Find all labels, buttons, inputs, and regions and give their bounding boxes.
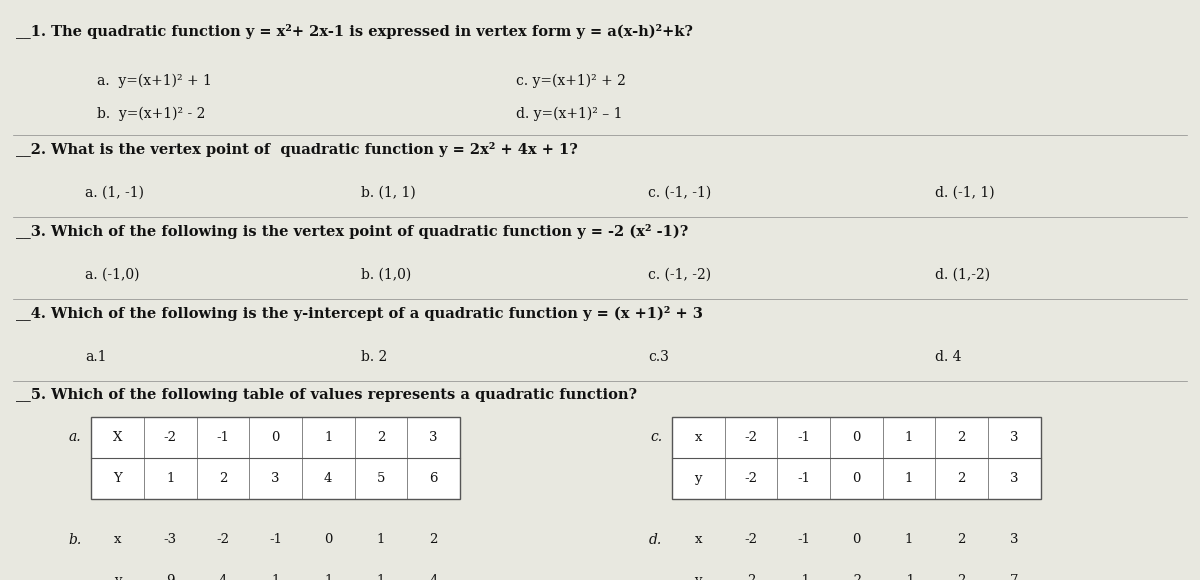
- Text: 4: 4: [218, 574, 227, 580]
- Text: -1: -1: [269, 533, 282, 546]
- Text: __4. Which of the following is the y-intercept of a quadratic function y = (x +1: __4. Which of the following is the y-int…: [16, 306, 703, 321]
- Text: 3: 3: [1010, 533, 1019, 546]
- Text: -1: -1: [216, 431, 229, 444]
- Text: 0: 0: [271, 431, 280, 444]
- Text: y: y: [695, 574, 702, 580]
- Text: 1: 1: [166, 472, 174, 485]
- Text: b.  y=(x+1)² - 2: b. y=(x+1)² - 2: [97, 107, 205, 121]
- Text: 3: 3: [430, 431, 438, 444]
- Text: d. (-1, 1): d. (-1, 1): [935, 186, 995, 200]
- Text: x: x: [695, 533, 702, 546]
- Text: 1: 1: [377, 574, 385, 580]
- Bar: [91, 416, 460, 499]
- Text: -2: -2: [850, 574, 863, 580]
- Text: 3: 3: [271, 472, 280, 485]
- Text: 5: 5: [377, 472, 385, 485]
- Text: c.3: c.3: [648, 350, 668, 364]
- Text: 4: 4: [324, 472, 332, 485]
- Bar: [91, 519, 460, 580]
- Text: b. (1,0): b. (1,0): [360, 268, 410, 282]
- Text: d.: d.: [649, 532, 662, 547]
- Text: b.: b.: [68, 532, 82, 547]
- Text: 2: 2: [430, 533, 438, 546]
- Text: a. (-1,0): a. (-1,0): [85, 268, 139, 282]
- Text: 1: 1: [905, 472, 913, 485]
- Text: Y: Y: [113, 472, 122, 485]
- Text: 1: 1: [324, 431, 332, 444]
- Text: x: x: [695, 431, 702, 444]
- Text: 2: 2: [746, 574, 755, 580]
- Text: 3: 3: [1010, 472, 1019, 485]
- Text: 2: 2: [377, 431, 385, 444]
- Text: -2: -2: [744, 431, 757, 444]
- Text: 1: 1: [324, 574, 332, 580]
- Text: 2: 2: [958, 533, 966, 546]
- Text: -1: -1: [797, 472, 810, 485]
- Text: 3: 3: [1010, 431, 1019, 444]
- Text: d. 4: d. 4: [935, 350, 961, 364]
- Text: d. y=(x+1)² – 1: d. y=(x+1)² – 1: [516, 107, 623, 121]
- Text: 1: 1: [271, 574, 280, 580]
- Text: X: X: [113, 431, 122, 444]
- Text: -1: -1: [797, 431, 810, 444]
- Text: 1: 1: [905, 431, 913, 444]
- Text: c. (-1, -2): c. (-1, -2): [648, 268, 712, 282]
- Text: -3: -3: [163, 533, 176, 546]
- Text: a.1: a.1: [85, 350, 107, 364]
- Text: __1. The quadratic function y = x²+ 2x-1 is expressed in vertex form y = a(x-h)²: __1. The quadratic function y = x²+ 2x-1…: [16, 24, 692, 39]
- Text: __5. Which of the following table of values represents a quadratic function?: __5. Which of the following table of val…: [16, 389, 637, 403]
- Text: 2: 2: [958, 431, 966, 444]
- Text: 0: 0: [852, 472, 860, 485]
- Text: 0: 0: [852, 533, 860, 546]
- Text: b. (1, 1): b. (1, 1): [360, 186, 415, 200]
- Text: c.: c.: [650, 430, 662, 444]
- Text: 7: 7: [1010, 574, 1019, 580]
- Text: 2: 2: [958, 574, 966, 580]
- Text: d. (1,-2): d. (1,-2): [935, 268, 990, 282]
- Text: -1: -1: [902, 574, 916, 580]
- Text: c. (-1, -1): c. (-1, -1): [648, 186, 712, 200]
- Text: -1: -1: [797, 533, 810, 546]
- Text: -2: -2: [744, 533, 757, 546]
- Text: -2: -2: [216, 533, 229, 546]
- Text: __3. Which of the following is the vertex point of quadratic function y = -2 (x²: __3. Which of the following is the verte…: [16, 224, 688, 240]
- Text: 1: 1: [377, 533, 385, 546]
- Text: -2: -2: [163, 431, 176, 444]
- Text: a.: a.: [68, 430, 82, 444]
- Text: 1: 1: [905, 533, 913, 546]
- Text: x: x: [114, 533, 121, 546]
- Text: __2. What is the vertex point of  quadratic function y = 2x² + 4x + 1?: __2. What is the vertex point of quadrat…: [16, 142, 577, 157]
- Text: 0: 0: [324, 533, 332, 546]
- Text: a. (1, -1): a. (1, -1): [85, 186, 144, 200]
- Text: 6: 6: [430, 472, 438, 485]
- Text: 0: 0: [852, 431, 860, 444]
- Text: -2: -2: [744, 472, 757, 485]
- Text: 4: 4: [430, 574, 438, 580]
- Text: 9: 9: [166, 574, 174, 580]
- Text: 2: 2: [218, 472, 227, 485]
- Bar: [672, 519, 1040, 580]
- Text: a.  y=(x+1)² + 1: a. y=(x+1)² + 1: [97, 73, 212, 88]
- Text: b. 2: b. 2: [360, 350, 386, 364]
- Text: c. y=(x+1)² + 2: c. y=(x+1)² + 2: [516, 73, 626, 88]
- Text: 2: 2: [958, 472, 966, 485]
- Bar: [672, 416, 1040, 499]
- Text: y: y: [695, 472, 702, 485]
- Text: y: y: [114, 574, 121, 580]
- Text: -1: -1: [797, 574, 810, 580]
